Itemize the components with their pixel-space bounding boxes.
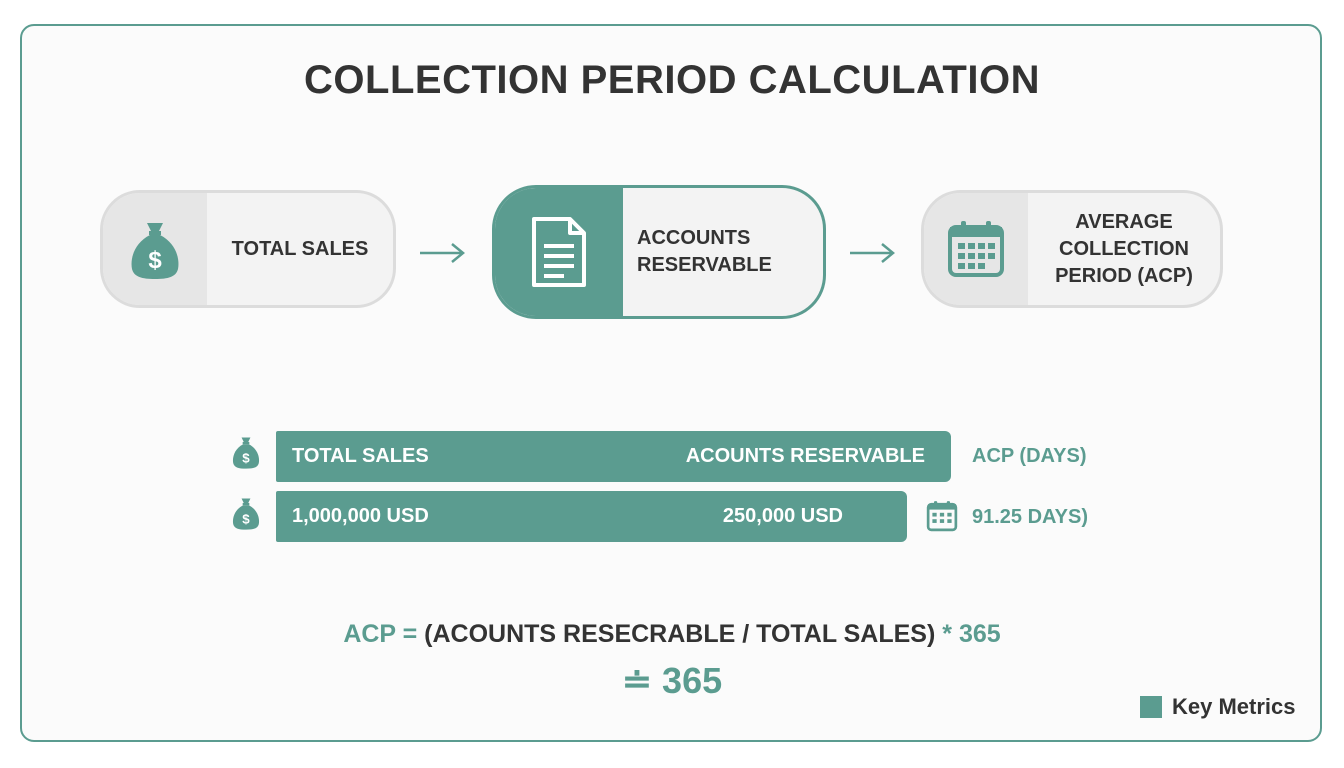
legend-label: Key Metrics <box>1172 694 1296 719</box>
svg-text:$: $ <box>242 451 250 466</box>
flow-step-accounts-reservable: ACCOUNTS RESERVABLE <box>492 185 826 319</box>
page-title: COLLECTION PERIOD CALCULATION <box>304 58 1040 102</box>
header-bar: TOTAL SALES ACOUNTS RESERVABLE <box>276 431 951 482</box>
legend: Key Metrics <box>1140 694 1296 720</box>
formula: ACP = (ACOUNTS RESECRABLE / TOTAL SALES)… <box>0 620 1344 649</box>
flow-step-acp: AVERAGE COLLECTION PERIOD (ACP) <box>921 190 1223 308</box>
legend-swatch <box>1140 696 1162 718</box>
formula-suffix: * 365 <box>942 620 1001 648</box>
formula-result: ≐ 365 <box>621 660 723 701</box>
flow-step-total-sales: $ TOTAL SALES <box>100 190 396 308</box>
value-accounts-reservable: 250,000 USD <box>722 505 843 527</box>
calendar-icon <box>924 193 1028 305</box>
money-bag-icon: $ <box>232 498 260 530</box>
formula-body: (ACOUNTS RESECRABLE / TOTAL SALES) <box>424 620 936 648</box>
header-accounts-reservable: ACOUNTS RESERVABLE <box>685 445 925 467</box>
document-icon <box>495 188 623 316</box>
values-bar: 1,000,000 USD 250,000 USD <box>276 491 907 542</box>
money-bag-icon: $ <box>103 193 207 305</box>
svg-text:$: $ <box>148 247 162 274</box>
arrow-right-icon <box>420 243 465 263</box>
value-acp-days: 91.25 DAYS) <box>972 506 1088 528</box>
formula-prefix: ACP = <box>343 620 418 648</box>
header-total-sales: TOTAL SALES <box>292 445 429 467</box>
flow-step-label: ACCOUNTS RESERVABLE <box>637 227 772 276</box>
header-acp-days: ACP (DAYS) <box>972 445 1087 467</box>
arrow-right-icon <box>850 243 895 263</box>
value-total-sales: 1,000,000 USD <box>292 505 429 527</box>
flow-step-label: TOTAL SALES <box>231 237 369 260</box>
svg-text:$: $ <box>242 512 250 527</box>
diagram-frame <box>20 24 1322 742</box>
calendar-icon <box>926 501 958 532</box>
money-bag-icon: $ <box>232 437 260 469</box>
flow-step-label: AVERAGE COLLECTION PERIOD (ACP) <box>1055 210 1193 287</box>
